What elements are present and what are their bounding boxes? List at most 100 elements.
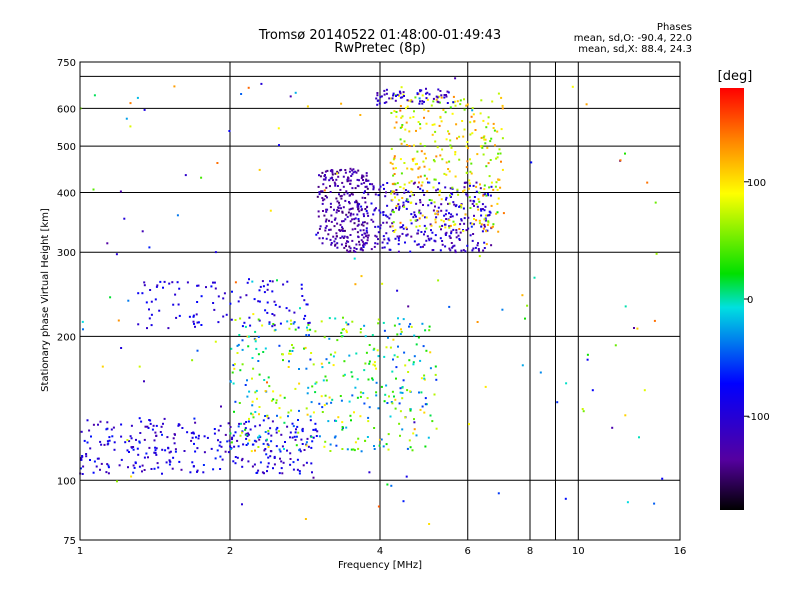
- data-point: [137, 292, 140, 295]
- data-point: [445, 95, 448, 98]
- data-point: [455, 231, 458, 234]
- data-point: [501, 168, 504, 171]
- data-point: [447, 202, 449, 205]
- data-point: [219, 441, 222, 444]
- data-point: [478, 222, 481, 225]
- data-point: [368, 362, 371, 365]
- data-point: [415, 215, 417, 218]
- data-point: [257, 360, 260, 362]
- data-point: [248, 439, 251, 442]
- data-point: [386, 402, 389, 404]
- data-point: [353, 411, 355, 414]
- data-point: [438, 194, 441, 197]
- data-point: [450, 230, 453, 233]
- data-point: [342, 374, 345, 377]
- data-point: [268, 323, 271, 325]
- data-point: [385, 346, 388, 349]
- data-point: [168, 282, 171, 285]
- data-point: [419, 246, 422, 249]
- data-point: [364, 185, 367, 188]
- data-point: [375, 235, 378, 238]
- data-point: [376, 242, 379, 245]
- data-point: [120, 435, 123, 438]
- data-point: [259, 461, 262, 464]
- data-point: [196, 284, 199, 287]
- data-point: [241, 339, 244, 342]
- data-point: [266, 381, 268, 384]
- data-point: [501, 308, 504, 311]
- data-point: [254, 425, 257, 428]
- data-point: [465, 166, 468, 169]
- data-point: [145, 452, 148, 455]
- chart-title-line2: RwPretec (8p): [334, 41, 426, 56]
- data-point: [466, 194, 469, 197]
- data-point: [176, 281, 179, 284]
- data-point: [138, 365, 141, 368]
- data-point: [137, 453, 140, 456]
- data-point: [377, 355, 380, 358]
- data-point: [266, 283, 269, 286]
- data-point: [223, 292, 226, 295]
- data-point: [303, 317, 306, 320]
- data-point: [406, 447, 409, 450]
- data-point: [216, 449, 219, 452]
- data-point: [405, 107, 407, 110]
- data-point: [329, 238, 332, 241]
- data-point: [278, 430, 280, 433]
- data-point: [411, 158, 414, 161]
- data-point: [143, 281, 146, 284]
- data-point: [361, 174, 364, 177]
- data-point: [335, 197, 338, 200]
- data-point: [278, 407, 281, 410]
- data-point: [423, 193, 426, 196]
- data-point: [435, 189, 438, 192]
- data-point: [399, 105, 402, 107]
- data-point: [392, 211, 395, 214]
- data-point: [345, 213, 348, 216]
- data-point: [365, 210, 368, 212]
- data-point: [405, 207, 408, 210]
- data-point: [89, 459, 91, 461]
- data-point: [412, 182, 415, 185]
- data-point: [377, 407, 380, 410]
- data-point: [266, 415, 269, 418]
- data-point: [434, 218, 437, 221]
- data-point: [447, 130, 449, 133]
- data-point: [339, 223, 342, 226]
- data-point: [250, 412, 253, 415]
- data-point: [105, 428, 108, 431]
- data-point: [455, 229, 458, 232]
- data-point: [247, 420, 250, 423]
- data-point: [401, 124, 404, 126]
- data-point: [400, 226, 403, 228]
- data-point: [327, 420, 330, 423]
- data-point: [364, 208, 367, 210]
- data-point: [429, 367, 432, 370]
- data-point: [271, 290, 274, 293]
- data-point: [370, 202, 373, 205]
- data-point: [479, 187, 482, 190]
- data-point: [393, 110, 396, 113]
- data-point: [354, 250, 357, 253]
- data-point: [482, 136, 485, 139]
- data-point: [305, 367, 308, 370]
- data-point: [258, 289, 261, 292]
- data-point: [362, 179, 364, 181]
- data-point: [258, 438, 261, 441]
- data-point: [406, 389, 409, 392]
- data-point: [392, 94, 395, 97]
- data-point: [376, 349, 379, 352]
- data-point: [490, 226, 493, 229]
- data-point: [445, 173, 448, 176]
- data-point: [460, 249, 463, 252]
- data-point: [272, 398, 275, 401]
- data-point: [391, 97, 394, 100]
- data-point: [410, 222, 413, 225]
- y-tick-label: 300: [57, 248, 76, 259]
- data-point: [624, 305, 627, 308]
- data-point: [358, 240, 360, 243]
- data-point: [99, 420, 102, 423]
- data-point: [369, 183, 371, 186]
- data-point: [478, 200, 481, 203]
- data-point: [473, 200, 476, 203]
